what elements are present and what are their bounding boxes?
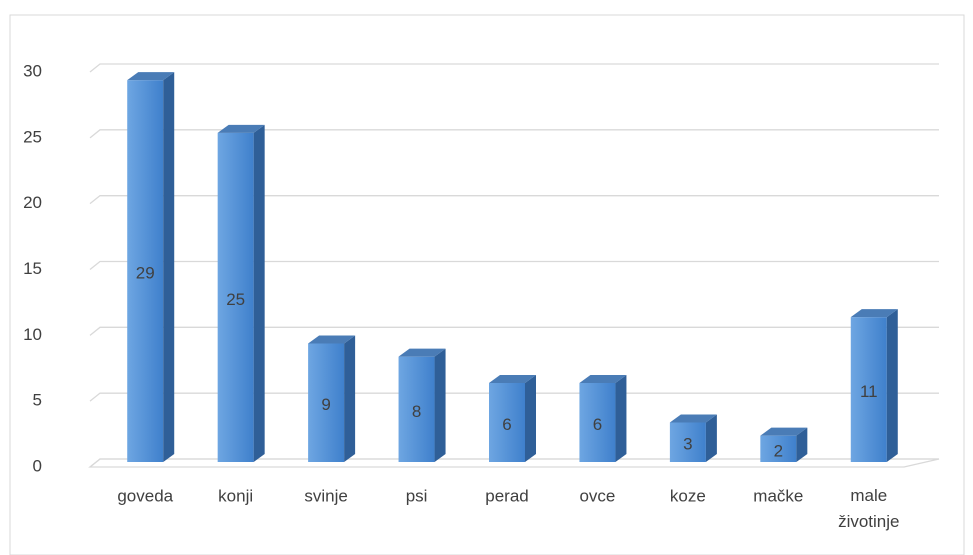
bar-front [760,435,797,462]
y-tick-label: 15 [23,259,42,278]
bar-top [579,375,627,383]
bar-side [796,427,808,462]
data-label: 11 [860,382,878,401]
x-tick-label: konji [218,486,253,505]
y-tick-label: 25 [23,127,42,146]
x-tick-label: male životinje [838,486,899,531]
bar [398,348,446,462]
data-label: 6 [593,415,602,434]
bar [217,124,265,463]
x-tick-label: perad [485,486,528,505]
bar-top [217,124,265,133]
bar-front [398,356,435,462]
bar-front [579,383,616,462]
x-tick-label: psi [406,486,428,505]
bar-side [253,124,265,462]
data-label: 9 [321,395,330,414]
data-label: 3 [683,435,692,454]
grid-line [89,326,939,336]
bar-front [669,422,706,462]
data-label: 6 [502,415,511,434]
bar-top [669,414,717,423]
bar-top [308,335,356,344]
bar-front [489,383,525,462]
data-label: 29 [136,264,155,283]
bar-side [615,375,627,462]
bar-side [525,375,536,462]
bar [850,309,898,462]
grid-line [89,129,939,139]
x-tick-label: goveda [117,486,173,505]
x-tick-label-line: životinje [838,512,899,531]
x-tick-label: svinje [304,486,347,505]
grid-line [89,458,939,468]
grid-line [89,392,939,402]
grid-line [89,63,939,73]
bar-side [434,348,446,462]
y-tick-label: 10 [23,325,42,344]
bar-side [344,335,356,462]
grid-line [89,260,939,271]
bar-side [886,309,898,462]
bar-top [760,427,808,436]
bar [760,427,808,462]
bar [669,414,717,462]
grid-line [89,195,939,205]
bar-front [127,80,164,463]
data-label: 2 [774,441,783,460]
bar-front [217,132,254,463]
bar [489,375,536,462]
y-tick-label: 30 [23,61,42,80]
x-tick-label-line: male [850,486,887,505]
bar-front [308,343,345,462]
bar-side [163,72,175,463]
bar-top [398,348,446,357]
bar [308,335,356,462]
bar-top [489,375,536,383]
x-tick-label: mačke [753,486,803,505]
data-label: 25 [226,290,245,309]
x-tick-label: ovce [579,486,615,505]
bar-side [705,414,717,462]
y-tick-label: 0 [33,456,42,475]
x-tick-label: koze [670,486,706,505]
bar-top [127,72,175,81]
data-label: 8 [412,402,421,421]
bar-front [850,317,887,462]
y-tick-label: 20 [23,193,42,212]
bar [127,72,175,463]
bar [579,375,627,462]
y-tick-label: 5 [33,391,42,410]
bar-top [850,309,898,318]
